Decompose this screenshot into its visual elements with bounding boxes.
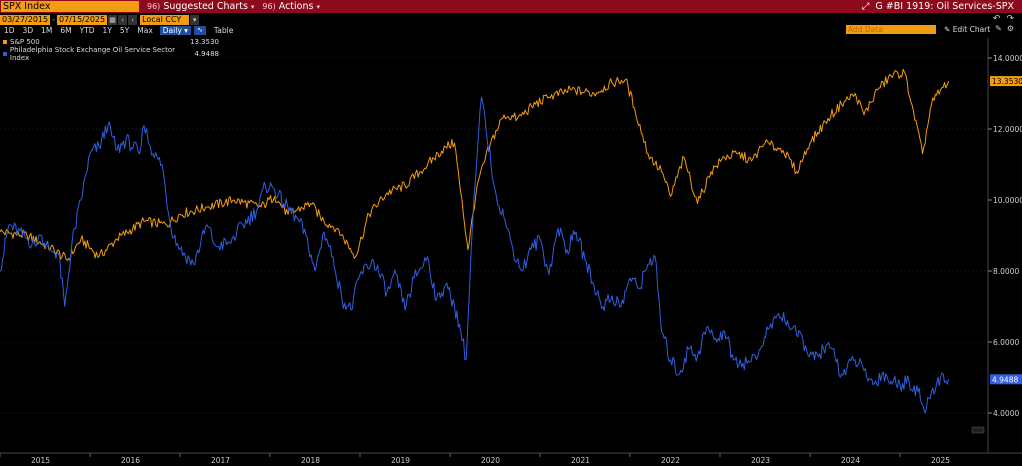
legend-value-osx: 4.9488 [194, 50, 220, 58]
zoom-handle [971, 426, 985, 434]
redo-icon[interactable]: ↷ [1006, 14, 1014, 24]
legend-label-spx: S&P 500 [10, 38, 40, 46]
chart-legend: S&P 500 13.3530 Philadelphia Stock Excha… [3, 38, 219, 62]
actions-menu[interactable]: 96) Actions ▾ [262, 1, 320, 12]
period-1y[interactable]: 1Y [102, 25, 112, 35]
next-icon[interactable]: › [128, 14, 138, 25]
spx-last-value-box [990, 76, 1022, 87]
actions-label: Actions [278, 1, 314, 12]
spx-last-value-label: 13.3530 [992, 77, 1022, 86]
undo-icon[interactable]: ↶ [992, 14, 1001, 24]
prev-icon[interactable]: ‹ [118, 14, 128, 25]
x-tick-label: 2021 [571, 456, 590, 465]
period-1d[interactable]: 1D [4, 25, 15, 35]
period-ytd[interactable]: YTD [79, 25, 95, 35]
x-tick-label: 2024 [841, 456, 860, 465]
period-3d[interactable]: 3D [22, 25, 34, 35]
period-1m[interactable]: 1M [41, 25, 53, 35]
chart-info: ⤢ G #BI 1919: Oil Services-SPX [862, 0, 1014, 13]
actions-code: 96) [262, 2, 276, 11]
y-tick-label: 10.0000 [993, 196, 1022, 205]
add-data-input[interactable]: Add Data [846, 25, 936, 34]
suggested-charts-menu[interactable]: 96) Suggested Charts ▾ [147, 1, 254, 12]
x-tick-label: 2020 [481, 456, 500, 465]
suggested-charts-label: Suggested Charts [163, 1, 248, 12]
edit-chart-button[interactable]: ✎ Edit Chart [944, 25, 990, 34]
y-tick-label: 4.0000 [993, 409, 1019, 418]
calendar-icon[interactable]: ▦ [108, 14, 118, 25]
period-6m[interactable]: 6M [60, 25, 72, 35]
x-tick-label: 2018 [301, 456, 320, 465]
osx-last-value-box [990, 374, 1022, 385]
chevron-down-icon[interactable]: ▾ [190, 14, 200, 25]
y-tick-label: 12.0000 [993, 125, 1022, 134]
legend-value-spx: 13.3530 [190, 38, 219, 46]
end-date-input[interactable]: 07/15/2025 [57, 14, 108, 25]
x-tick-label: 2017 [211, 456, 230, 465]
period-max[interactable]: Max [137, 25, 153, 35]
ticker-input[interactable]: SPX Index [1, 1, 139, 12]
frequency-label: Daily [162, 25, 182, 35]
chart-tools: ✎ ⚙ [995, 24, 1014, 33]
y-tick-label: 6.0000 [993, 338, 1019, 347]
date-separator: - [52, 15, 55, 24]
x-tick-label: 2015 [31, 456, 50, 465]
edit-chart-label: Edit Chart [952, 25, 991, 34]
osx-last-value-label: 4.9488 [992, 375, 1018, 384]
x-tick-label: 2016 [121, 456, 140, 465]
legend-swatch-osx [3, 52, 7, 56]
x-tick-label: 2025 [931, 456, 950, 465]
chart-info-label: G #BI 1919: Oil Services-SPX [875, 1, 1014, 12]
table-button[interactable]: Table [213, 25, 234, 35]
suggested-charts-code: 96) [147, 2, 161, 11]
legend-label-osx: Philadelphia Stock Exchange Oil Service … [9, 46, 176, 62]
range-bar: 03/27/2015 - 07/15/2025 ▦ ‹ › Local CCY … [0, 14, 1022, 25]
legend-swatch-spx [3, 40, 7, 44]
start-date-input[interactable]: 03/27/2015 [0, 14, 51, 25]
edit-icon[interactable]: ✎ [995, 24, 1002, 33]
osx-series-line [0, 96, 950, 414]
chevron-down-icon: ▾ [250, 2, 255, 11]
pencil-icon: ✎ [944, 25, 951, 34]
x-tick-label: 2019 [391, 456, 410, 465]
expand-icon[interactable]: ⤢ [861, 1, 870, 12]
x-tick-label: 2023 [751, 456, 770, 465]
legend-item-osx[interactable]: Philadelphia Stock Exchange Oil Service … [3, 46, 219, 62]
legend-item-spx[interactable]: S&P 500 13.3530 [3, 38, 219, 46]
period-bar: 1D 3D 1M 6M YTD 1Y 5Y Max Daily ▾ ∿ Tabl… [0, 25, 1022, 35]
history-controls: ↶ ↷ [993, 14, 1014, 24]
currency-select[interactable]: Local CCY [140, 14, 190, 25]
gear-icon[interactable]: ⚙ [1006, 24, 1014, 33]
chevron-down-icon: ▾ [316, 2, 320, 11]
top-toolbar: SPX Index 96) Suggested Charts ▾ 96) Act… [0, 0, 1022, 13]
frequency-select[interactable]: Daily ▾ [159, 25, 191, 35]
spx-series-line [0, 68, 950, 261]
period-5y[interactable]: 5Y [119, 25, 130, 35]
line-chart-icon[interactable]: ∿ [193, 25, 206, 35]
y-tick-label: 14.0000 [993, 54, 1022, 63]
y-tick-label: 8.0000 [993, 267, 1019, 276]
x-tick-label: 2022 [661, 456, 680, 465]
